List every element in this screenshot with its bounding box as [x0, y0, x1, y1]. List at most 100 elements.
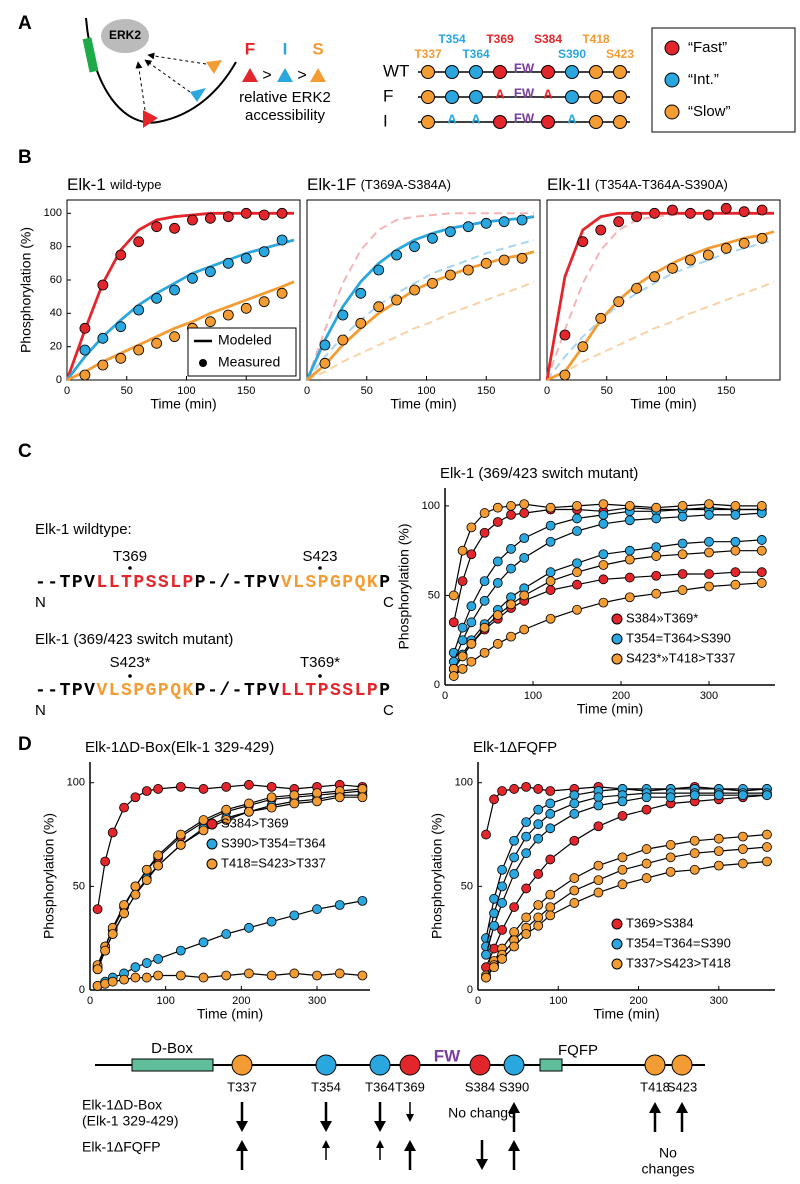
terminus: C: [383, 702, 394, 719]
data-point: [519, 590, 530, 601]
class-label: F: [245, 39, 255, 58]
data-point: [312, 788, 322, 798]
data-point: [244, 968, 254, 979]
data-point: [624, 554, 635, 565]
data-point: [100, 856, 111, 867]
data-point: [756, 578, 767, 588]
data-point: [762, 856, 772, 867]
panel-label: A: [18, 13, 32, 34]
data-point: [730, 545, 741, 556]
site-label: S423: [606, 47, 634, 61]
site-marker: [644, 1054, 666, 1076]
data-point: [641, 804, 652, 815]
data-point: [569, 798, 580, 809]
data-point: [489, 794, 499, 805]
arrow-head: [376, 1140, 384, 1148]
motif-label: FW: [514, 110, 535, 125]
data-point: [133, 304, 145, 316]
chart-title: Elk-1 (369/423 switch mutant): [440, 465, 638, 482]
data-point: [509, 941, 520, 952]
site-label: T354: [438, 32, 466, 46]
data-point: [119, 974, 129, 985]
data-point: [533, 900, 544, 910]
data-point: [509, 902, 520, 912]
data-point: [312, 904, 322, 915]
data-point: [479, 576, 490, 587]
triangle: [143, 110, 158, 128]
chart-subtitle: wild-type: [109, 177, 161, 192]
legend-marker: [206, 858, 218, 870]
data-point: [572, 501, 582, 511]
mutation-label: A: [567, 111, 577, 126]
data-point: [613, 296, 625, 308]
arrow: [144, 59, 191, 93]
x-tick-label: 200: [232, 995, 250, 1007]
mutation-label: A: [543, 86, 553, 101]
data-point: [509, 852, 520, 863]
site-marker: [421, 65, 435, 79]
legend-label: T369>S384: [626, 915, 694, 930]
site-label: S384: [534, 32, 562, 46]
data-point: [730, 579, 741, 590]
data-point: [593, 792, 604, 803]
reference-line: [546, 239, 775, 381]
site-marker: [493, 115, 507, 129]
data-point: [266, 970, 277, 981]
model-line: [546, 230, 775, 382]
data-point: [151, 221, 163, 233]
note: No: [659, 1145, 677, 1161]
plot-frame: [546, 199, 781, 381]
x-tick-label: 0: [304, 385, 310, 397]
arrow: [135, 61, 146, 111]
panel-label: B: [18, 147, 32, 168]
data-point: [509, 927, 520, 937]
fit-line: [97, 796, 363, 970]
plot-frame: [306, 199, 541, 381]
data-point: [481, 829, 491, 840]
data-point: [498, 216, 510, 228]
data-point: [651, 551, 662, 561]
data-point: [572, 579, 582, 590]
data-point: [266, 781, 277, 792]
y-axis-label: Phosphorylation (%): [41, 813, 57, 939]
data-point: [737, 790, 748, 801]
data-point: [641, 873, 652, 883]
x-tick-label: 50: [121, 385, 133, 397]
plot-frame: [66, 199, 301, 381]
arrow-head: [649, 1102, 661, 1113]
fit-line: [485, 846, 768, 978]
data-point: [466, 601, 477, 612]
chart-title-main: Elk-1ΔFQFP: [473, 739, 557, 756]
data-point: [667, 262, 678, 274]
x-tick-label: 100: [549, 995, 567, 1007]
site-label: T337: [414, 47, 442, 61]
data-point: [357, 970, 368, 981]
fit-line: [453, 512, 762, 662]
data-point: [462, 221, 474, 233]
accessibility-label: relative ERK2: [239, 89, 331, 106]
data-point: [175, 945, 186, 956]
site-label: T369*: [300, 654, 340, 671]
site-marker: [369, 1054, 391, 1076]
chart-title-main: Elk-1 (369/423 switch mutant): [440, 465, 638, 482]
data-point: [577, 236, 589, 248]
data-point: [153, 850, 164, 861]
data-point: [533, 819, 544, 830]
reference-line: [306, 280, 535, 381]
data-point: [521, 912, 532, 923]
chart-title-main: Elk-1ΔD-Box(Elk-1 329-429): [85, 739, 274, 756]
data-point: [153, 860, 164, 871]
data-point: [598, 499, 609, 510]
data-point: [519, 499, 530, 510]
fit-line: [485, 794, 767, 955]
row-label: (Elk-1 329-429): [82, 1113, 179, 1129]
data-point: [221, 815, 232, 825]
data-point: [457, 576, 468, 587]
data-point: [276, 287, 288, 299]
data-point: [762, 829, 772, 840]
data-point: [497, 898, 507, 908]
site-marker: [469, 1054, 491, 1076]
data-point: [492, 517, 503, 527]
legend-box: [651, 27, 796, 133]
data-point: [569, 808, 580, 819]
